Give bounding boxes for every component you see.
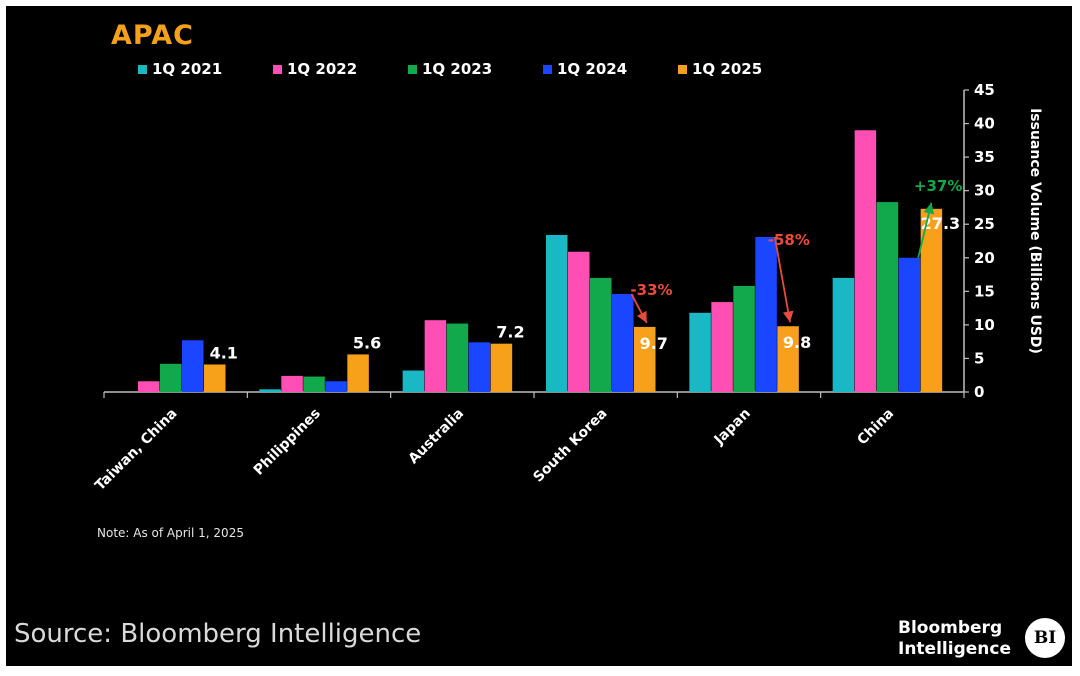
bar bbox=[854, 130, 877, 392]
y-tick-label: 25 bbox=[974, 215, 995, 233]
y-tick-label: 15 bbox=[974, 282, 995, 300]
chart-title: APAC bbox=[111, 20, 194, 51]
bar bbox=[490, 343, 513, 392]
legend-label: 1Q 2021 bbox=[152, 60, 223, 78]
change-arrow bbox=[773, 236, 794, 323]
brand-line2: Intelligence bbox=[898, 639, 1011, 659]
y-axis-title: Issuance Volume (Billions USD) bbox=[1027, 108, 1043, 354]
note-text: Note: As of April 1, 2025 bbox=[97, 526, 244, 540]
chart-plot: 0 5 10 15 20 25 30 35 40 45 Issuance Volume (Billi… bbox=[92, 81, 1043, 494]
change-arrow bbox=[630, 293, 648, 324]
y-tick-label: 5 bbox=[974, 349, 984, 367]
bar bbox=[325, 381, 347, 392]
change-annotation: +37% bbox=[914, 177, 962, 195]
legend-label: 1Q 2022 bbox=[287, 60, 358, 78]
x-tick-label: China bbox=[854, 406, 897, 449]
data-label: 5.6 bbox=[353, 333, 381, 352]
x-tick-label: Japan bbox=[711, 406, 754, 449]
bar bbox=[689, 312, 711, 392]
legend-swatch bbox=[678, 64, 687, 74]
legend-swatch bbox=[138, 64, 147, 74]
chart-legend: 1Q 2021 1Q 2022 1Q 2023 1Q 2024 1Q 2025 bbox=[138, 60, 813, 78]
brand-logo-text: Bloomberg Intelligence bbox=[898, 618, 1011, 660]
bar bbox=[424, 320, 447, 392]
bar bbox=[590, 277, 612, 392]
bar bbox=[568, 251, 590, 392]
bar bbox=[303, 376, 325, 392]
data-label: 9.7 bbox=[640, 334, 668, 353]
y-tick-label: 40 bbox=[974, 115, 995, 133]
bar bbox=[446, 323, 469, 392]
chart-frame: APAC 1Q 2021 1Q 2022 1Q 2023 1Q 2024 1Q 2025… bbox=[6, 6, 1072, 666]
bar bbox=[832, 277, 855, 392]
bar bbox=[281, 375, 303, 392]
legend-swatch bbox=[408, 64, 417, 74]
legend-item: 1Q 2023 bbox=[408, 60, 543, 78]
bar bbox=[182, 340, 204, 392]
data-label: 27.3 bbox=[921, 214, 960, 233]
change-annotation: -58% bbox=[768, 231, 810, 249]
x-tick-label: Australia bbox=[405, 406, 467, 468]
y-tick-label: 45 bbox=[974, 81, 995, 99]
bar bbox=[347, 354, 369, 392]
legend-label: 1Q 2023 bbox=[422, 60, 493, 78]
bar bbox=[138, 381, 160, 392]
y-tick-label: 20 bbox=[974, 249, 995, 267]
y-tick-label: 35 bbox=[974, 148, 995, 166]
data-label: 9.8 bbox=[783, 333, 811, 352]
bar bbox=[733, 285, 755, 392]
legend-label: 1Q 2024 bbox=[557, 60, 628, 78]
bar bbox=[755, 236, 777, 392]
data-label: 7.2 bbox=[496, 323, 524, 342]
bar bbox=[711, 302, 733, 392]
bar bbox=[876, 202, 899, 392]
bar bbox=[204, 364, 226, 392]
bar bbox=[468, 342, 491, 392]
bar bbox=[546, 234, 568, 392]
y-tick-label: 30 bbox=[974, 182, 995, 200]
change-annotation: -33% bbox=[630, 281, 672, 299]
legend-label: 1Q 2025 bbox=[692, 60, 763, 78]
legend-item: 1Q 2021 bbox=[138, 60, 273, 78]
legend-item: 1Q 2022 bbox=[273, 60, 408, 78]
brand-line1: Bloomberg bbox=[898, 618, 1003, 638]
bar bbox=[612, 294, 634, 392]
legend-item: 1Q 2025 bbox=[678, 60, 813, 78]
brand-badge-icon: BI bbox=[1025, 618, 1065, 658]
y-tick-label: 10 bbox=[974, 316, 995, 334]
x-tick-label: Taiwan, China bbox=[92, 406, 180, 494]
bar bbox=[259, 389, 281, 392]
bar bbox=[777, 326, 799, 392]
legend-item: 1Q 2024 bbox=[543, 60, 678, 78]
data-label: 4.1 bbox=[210, 343, 238, 362]
bar bbox=[634, 326, 656, 392]
legend-swatch bbox=[543, 64, 552, 74]
bar bbox=[920, 208, 943, 392]
change-arrow bbox=[917, 202, 935, 258]
legend-swatch bbox=[273, 64, 282, 74]
y-tick-label: 0 bbox=[974, 383, 984, 401]
bar bbox=[402, 370, 425, 392]
x-tick-label: South Korea bbox=[530, 406, 610, 486]
source-text: Source: Bloomberg Intelligence bbox=[14, 619, 422, 649]
bar bbox=[160, 363, 182, 392]
x-tick-label: Philippines bbox=[251, 406, 324, 479]
bar bbox=[898, 257, 921, 392]
